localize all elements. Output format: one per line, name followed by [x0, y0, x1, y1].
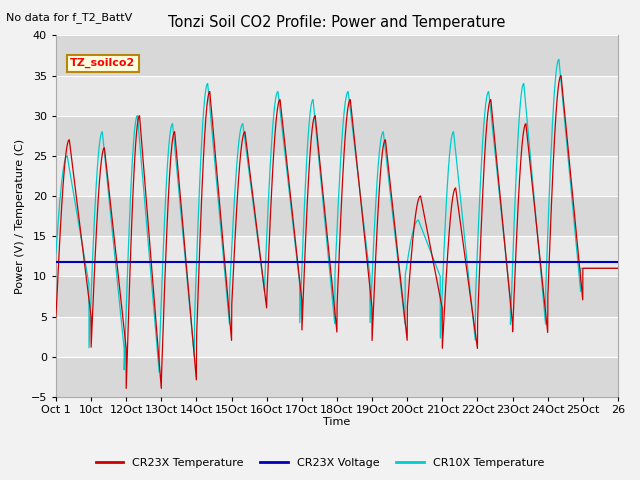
Bar	[56, 316, 618, 357]
Bar	[56, 36, 618, 75]
Title: Tonzi Soil CO2 Profile: Power and Temperature: Tonzi Soil CO2 Profile: Power and Temper…	[168, 15, 506, 30]
X-axis label: Time: Time	[323, 417, 351, 427]
Bar	[56, 357, 618, 397]
Bar	[56, 236, 618, 276]
Bar	[56, 276, 618, 316]
Text: TZ_soilco2: TZ_soilco2	[70, 58, 135, 68]
Bar	[56, 156, 618, 196]
Bar	[56, 75, 618, 116]
Bar	[56, 116, 618, 156]
Bar	[56, 196, 618, 236]
Legend: CR23X Temperature, CR23X Voltage, CR10X Temperature: CR23X Temperature, CR23X Voltage, CR10X …	[91, 453, 549, 472]
Text: No data for f_T2_BattV: No data for f_T2_BattV	[6, 12, 132, 23]
Y-axis label: Power (V) / Temperature (C): Power (V) / Temperature (C)	[15, 139, 25, 294]
